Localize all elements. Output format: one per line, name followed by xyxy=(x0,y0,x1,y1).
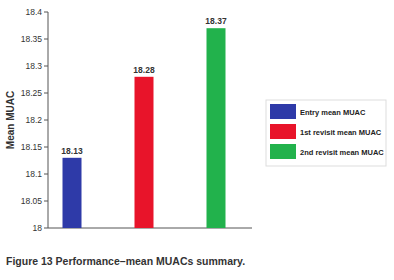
chart: 18 18.05 18.1 18.15 18.2 18.25 18.3 18.35 18.4 Me… xyxy=(0,0,394,280)
tick-mark xyxy=(44,12,48,13)
bars xyxy=(63,28,226,228)
tick-mark xyxy=(44,66,48,67)
tick-mark xyxy=(44,120,48,121)
bar xyxy=(135,77,154,228)
tick-mark xyxy=(44,147,48,148)
tick-label: 18.25 xyxy=(21,88,43,98)
data-label: 18.28 xyxy=(133,65,155,75)
tick-label: 18 xyxy=(33,223,43,233)
tick-label: 18.15 xyxy=(21,142,43,152)
tick-mark xyxy=(44,174,48,175)
legend-swatch xyxy=(270,124,296,139)
tick-label: 18.1 xyxy=(25,169,42,179)
y-axis xyxy=(48,12,49,228)
tick-mark xyxy=(44,39,48,40)
data-label: 18.37 xyxy=(205,16,227,26)
legend-label: 1st revisit mean MUAC xyxy=(300,128,382,137)
tick-mark xyxy=(44,228,48,229)
tick-mark xyxy=(44,93,48,94)
caption: Figure 13 Performance–mean MUACs summary… xyxy=(6,255,245,267)
legend-swatch xyxy=(270,144,296,159)
tick-label: 18.2 xyxy=(25,115,42,125)
tick-label: 18.35 xyxy=(21,34,43,44)
data-label: 18.13 xyxy=(61,146,83,156)
tick-label: 18.05 xyxy=(21,196,43,206)
legend-label: 2nd revisit mean MUAC xyxy=(300,148,384,157)
tick-label: 18.3 xyxy=(25,61,42,71)
bar xyxy=(207,28,226,228)
y-axis-label: Mean MUAC xyxy=(5,91,16,149)
tick-label: 18.4 xyxy=(25,7,42,17)
tick-mark xyxy=(44,201,48,202)
legend-swatch xyxy=(270,104,296,119)
legend-label: Entry mean MUAC xyxy=(300,108,366,117)
legend-box xyxy=(266,100,386,166)
bar xyxy=(63,158,82,228)
